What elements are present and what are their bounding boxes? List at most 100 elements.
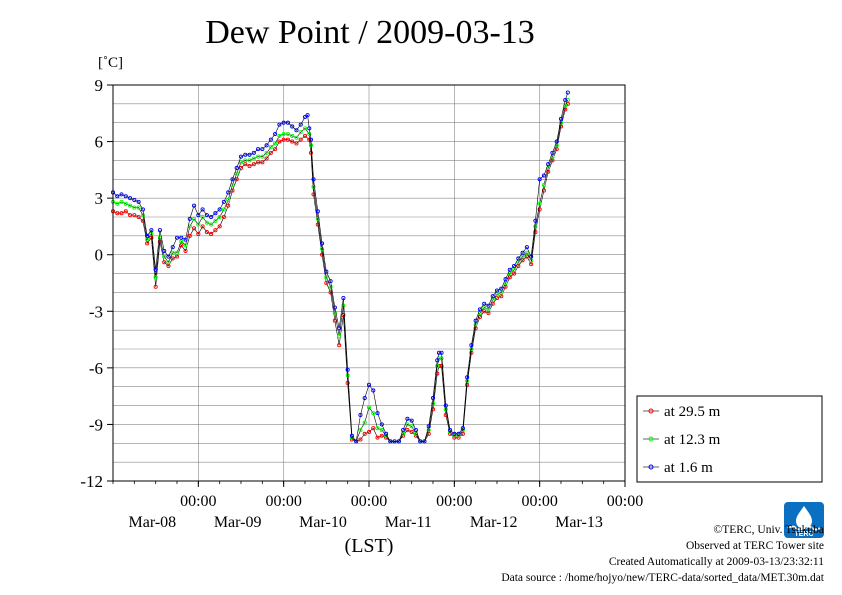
data-point <box>435 363 440 369</box>
data-point <box>362 420 367 425</box>
data-point <box>145 237 150 242</box>
data-point <box>529 258 534 263</box>
data-point <box>443 403 448 408</box>
data-point <box>234 171 239 176</box>
data-point <box>341 303 346 308</box>
data-point <box>418 439 423 444</box>
data-point <box>524 254 529 259</box>
data-point <box>264 143 269 148</box>
data-point <box>307 131 312 137</box>
data-point <box>465 375 470 380</box>
y-tick-label: -6 <box>89 359 103 378</box>
data-point <box>183 237 188 242</box>
data-point <box>473 318 478 323</box>
data-point <box>132 213 137 218</box>
data-point <box>482 309 487 314</box>
data-point <box>533 224 538 229</box>
data-point <box>366 382 372 387</box>
data-point <box>290 124 295 129</box>
data-point <box>183 248 188 253</box>
data-point <box>512 267 517 272</box>
data-point <box>243 158 248 163</box>
data-point <box>243 162 248 167</box>
x-tick-date: Mar-08 <box>128 514 176 531</box>
legend-marker <box>648 436 654 442</box>
data-point <box>546 162 551 167</box>
data-point <box>204 213 209 218</box>
data-point <box>290 133 295 138</box>
data-point <box>563 103 568 108</box>
data-point <box>128 213 133 218</box>
data-point <box>273 141 278 146</box>
data-point <box>516 260 521 265</box>
data-point <box>170 250 175 255</box>
data-point <box>328 284 333 289</box>
data-point <box>405 416 410 421</box>
data-point <box>179 239 184 244</box>
legend: at 29.5 m at 12.3 m at 1.6 m <box>636 395 823 483</box>
data-point <box>136 214 141 220</box>
data-point <box>499 286 504 291</box>
data-point <box>320 247 325 252</box>
data-point <box>179 235 184 240</box>
data-point <box>128 203 133 208</box>
data-point <box>268 150 273 155</box>
data-point <box>226 197 231 203</box>
data-point <box>298 130 303 135</box>
data-point <box>563 107 568 112</box>
y-tick-label: 9 <box>95 76 104 95</box>
data-point <box>456 431 461 436</box>
data-point <box>192 216 197 221</box>
data-point <box>273 131 278 137</box>
data-point <box>187 216 192 221</box>
data-point <box>477 307 482 312</box>
data-point <box>358 412 363 418</box>
data-point <box>302 133 308 138</box>
data-point <box>166 260 171 265</box>
data-point <box>256 154 261 159</box>
data-point <box>490 294 495 299</box>
y-tick-label: -9 <box>89 415 103 434</box>
data-point <box>119 192 124 197</box>
data-point <box>238 165 244 171</box>
data-point <box>507 267 512 272</box>
data-point <box>315 209 320 214</box>
data-point <box>115 194 120 199</box>
data-point <box>405 428 410 433</box>
data-point <box>362 395 367 401</box>
data-point <box>550 150 555 155</box>
data-point <box>247 158 252 163</box>
data-point <box>174 254 180 259</box>
data-point <box>145 233 150 238</box>
data-point <box>123 201 128 206</box>
data-point <box>119 211 124 216</box>
data-point <box>200 207 205 212</box>
data-point <box>337 343 342 348</box>
x-tick-date: Mar-11 <box>385 514 432 531</box>
legend-label: at 29.5 m <box>664 404 721 420</box>
data-point <box>145 241 150 246</box>
data-point <box>281 131 286 137</box>
data-point <box>375 426 380 431</box>
data-point <box>311 192 316 197</box>
data-point <box>486 307 491 312</box>
data-point <box>170 245 175 250</box>
data-point <box>379 428 384 433</box>
data-point <box>494 288 500 293</box>
data-point <box>324 280 329 286</box>
data-point <box>558 116 564 121</box>
series-group <box>110 90 570 444</box>
x-tick-date: Mar-13 <box>555 514 603 531</box>
data-point <box>494 296 500 301</box>
data-point <box>256 160 261 165</box>
legend-marker <box>648 408 654 414</box>
data-point <box>452 431 457 436</box>
data-point <box>460 431 465 436</box>
data-point <box>247 164 252 169</box>
y-tick-label: 6 <box>95 133 104 152</box>
data-point <box>565 98 570 103</box>
data-point <box>396 439 401 444</box>
data-point <box>157 228 162 233</box>
data-point <box>162 260 167 265</box>
